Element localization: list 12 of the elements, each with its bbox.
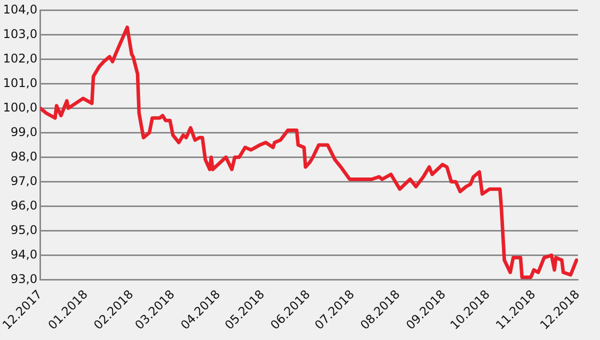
- y-tick-label: 99,0: [10, 124, 38, 139]
- y-tick-label: 103,0: [2, 26, 38, 41]
- y-tick-label: 94,0: [10, 247, 38, 262]
- y-tick-label: 95,0: [10, 222, 38, 237]
- y-tick-label: 101,0: [2, 76, 38, 90]
- y-tick-label: 98,0: [10, 149, 38, 164]
- y-tick-label: 96,0: [10, 198, 38, 212]
- y-tick-label: 93,0: [10, 272, 38, 286]
- y-tick-label: 104,0: [2, 2, 38, 16]
- y-tick-label: 102,0: [2, 51, 38, 66]
- y-tick-label: 100,0: [2, 100, 38, 114]
- y-tick-label: 97,0: [10, 174, 38, 188]
